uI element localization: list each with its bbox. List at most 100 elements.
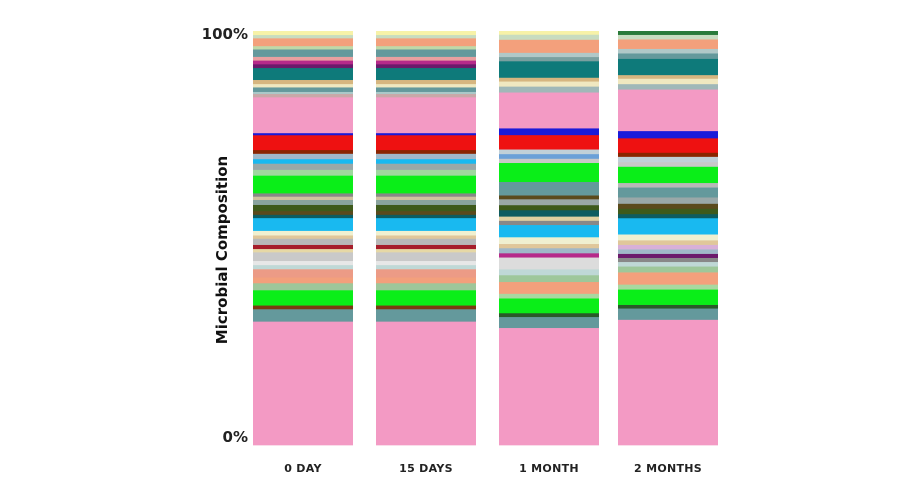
bar-segment bbox=[618, 182, 718, 188]
bar-segment bbox=[499, 77, 599, 82]
bar-segment bbox=[253, 83, 353, 88]
bar-segment bbox=[618, 78, 718, 85]
bar-segment bbox=[618, 234, 718, 241]
x-tick-label: 15 DAYS bbox=[399, 462, 453, 475]
bar-segment bbox=[618, 31, 718, 35]
bar-segment bbox=[376, 282, 476, 291]
bar-segment bbox=[376, 217, 476, 231]
bar-segment bbox=[376, 230, 476, 236]
bar-column-3 bbox=[499, 31, 599, 446]
bar-segment bbox=[499, 216, 599, 221]
bar-segment bbox=[376, 193, 476, 197]
bar-segment bbox=[618, 156, 718, 163]
bar-segment bbox=[376, 91, 476, 95]
bar-segment bbox=[499, 52, 599, 58]
bar-segment bbox=[499, 92, 599, 129]
bar-segment bbox=[253, 163, 353, 170]
bar-segment bbox=[376, 235, 476, 239]
bar-segment bbox=[376, 149, 476, 154]
bar-segment bbox=[376, 210, 476, 215]
bar-segment bbox=[499, 153, 599, 159]
bar-segment bbox=[618, 308, 718, 320]
bar-segment bbox=[618, 244, 718, 250]
bar-segment bbox=[253, 282, 353, 291]
bar-segment bbox=[376, 260, 476, 266]
bar-segment bbox=[376, 264, 476, 270]
bar-segment bbox=[618, 187, 718, 198]
bar-segment bbox=[253, 289, 353, 297]
bar-segment bbox=[618, 152, 718, 157]
bar-segment bbox=[253, 305, 353, 310]
bar-segment bbox=[376, 93, 476, 98]
bar-segment bbox=[618, 284, 718, 290]
bar-segment bbox=[253, 158, 353, 164]
bar-segment bbox=[499, 247, 599, 254]
bar-segment bbox=[618, 89, 718, 132]
bar-segment bbox=[618, 319, 718, 446]
bar-segment bbox=[253, 91, 353, 95]
bar-column-1 bbox=[253, 31, 353, 446]
bar-segment bbox=[376, 196, 476, 200]
bar-segment bbox=[618, 34, 718, 40]
bar-segment bbox=[253, 260, 353, 266]
bar-segment bbox=[499, 298, 599, 314]
bar-segment bbox=[376, 277, 476, 284]
bar-segment bbox=[253, 248, 353, 253]
bar-segment bbox=[376, 321, 476, 446]
bar-segment bbox=[376, 31, 476, 36]
bar-segment bbox=[253, 214, 353, 219]
bar-segment bbox=[376, 96, 476, 134]
bar-segment bbox=[618, 257, 718, 263]
bar-segment bbox=[376, 289, 476, 297]
bar-column-4 bbox=[618, 31, 718, 446]
bar-segment bbox=[499, 209, 599, 217]
bar-segment bbox=[499, 86, 599, 93]
bar-segment bbox=[618, 249, 718, 254]
bars-group bbox=[253, 31, 718, 446]
bar-column-2 bbox=[376, 31, 476, 446]
bar-segment bbox=[499, 274, 599, 283]
bar-segment bbox=[499, 198, 599, 206]
y-tick-label-top: 100% bbox=[202, 25, 248, 43]
bar-segment bbox=[618, 304, 718, 309]
bar-segment bbox=[253, 321, 353, 446]
bar-segment bbox=[618, 53, 718, 59]
bar-segment bbox=[499, 269, 599, 276]
bar-segment bbox=[376, 248, 476, 253]
bar-segment bbox=[253, 175, 353, 194]
bar-segment bbox=[499, 31, 599, 35]
bar-segment bbox=[499, 134, 599, 150]
x-axis-labels: 0 DAY 15 DAYS 1 MONTH 2 MONTHS bbox=[284, 462, 701, 475]
bar-segment bbox=[376, 49, 476, 57]
bar-segment bbox=[253, 238, 353, 245]
y-axis-title: Microbial Composition bbox=[213, 156, 231, 344]
bar-segment bbox=[499, 327, 599, 446]
bar-segment bbox=[253, 60, 353, 65]
bar-segment bbox=[253, 38, 353, 47]
bar-segment bbox=[499, 195, 599, 200]
bar-segment bbox=[499, 39, 599, 53]
bar-segment bbox=[499, 293, 599, 299]
bar-segment bbox=[499, 312, 599, 318]
bar-segment bbox=[253, 210, 353, 215]
bar-segment bbox=[499, 252, 599, 258]
x-tick-label: 0 DAY bbox=[284, 462, 322, 475]
bar-segment bbox=[499, 158, 599, 164]
y-tick-label-bottom: 0% bbox=[223, 428, 248, 446]
bar-segment bbox=[499, 60, 599, 78]
bar-segment bbox=[618, 217, 718, 235]
bar-segment bbox=[253, 204, 353, 212]
bar-segment bbox=[253, 63, 353, 69]
bar-segment bbox=[618, 83, 718, 90]
bar-segment bbox=[499, 281, 599, 294]
bar-segment bbox=[253, 67, 353, 81]
bar-segment bbox=[499, 236, 599, 245]
bar-segment bbox=[253, 196, 353, 200]
bar-segment bbox=[618, 138, 718, 153]
bar-segment bbox=[376, 204, 476, 212]
bar-segment bbox=[253, 153, 353, 160]
bar-segment bbox=[618, 161, 718, 167]
bar-segment bbox=[499, 220, 599, 226]
bar-segment bbox=[376, 134, 476, 151]
bar-segment bbox=[253, 264, 353, 270]
